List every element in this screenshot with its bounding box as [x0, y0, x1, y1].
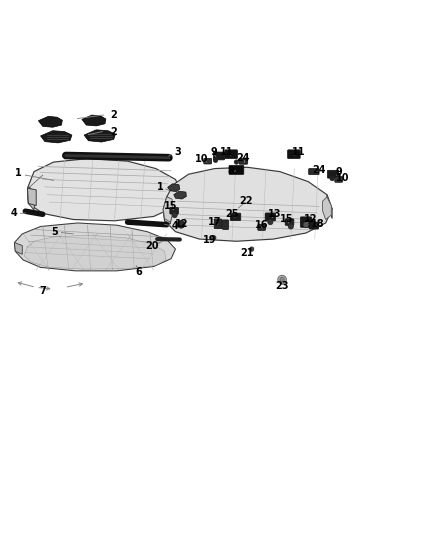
Circle shape: [288, 224, 293, 229]
Circle shape: [280, 277, 284, 282]
Circle shape: [172, 213, 177, 218]
Polygon shape: [14, 243, 22, 254]
Text: 1: 1: [15, 168, 22, 178]
Text: 10: 10: [195, 154, 208, 164]
Circle shape: [177, 220, 185, 228]
Polygon shape: [24, 235, 166, 269]
Text: 5: 5: [51, 227, 58, 237]
Text: 11: 11: [292, 147, 305, 157]
Circle shape: [212, 236, 216, 240]
FancyBboxPatch shape: [225, 150, 237, 158]
Text: 13: 13: [268, 209, 282, 219]
FancyBboxPatch shape: [239, 158, 248, 164]
FancyBboxPatch shape: [229, 165, 244, 174]
Text: 16: 16: [255, 220, 268, 230]
Text: 3: 3: [174, 147, 181, 157]
Circle shape: [250, 247, 254, 251]
Text: 15: 15: [164, 201, 178, 212]
Text: 24: 24: [237, 152, 250, 163]
Text: 24: 24: [312, 165, 326, 175]
Text: 19: 19: [203, 236, 216, 245]
Polygon shape: [174, 191, 186, 199]
Polygon shape: [327, 195, 332, 219]
Polygon shape: [39, 116, 62, 127]
FancyBboxPatch shape: [285, 219, 294, 225]
Polygon shape: [28, 187, 35, 210]
Text: 7: 7: [39, 286, 46, 296]
Text: 4: 4: [11, 208, 18, 218]
Circle shape: [330, 176, 334, 181]
Text: 2: 2: [110, 110, 117, 120]
Circle shape: [268, 220, 273, 225]
Text: 2: 2: [110, 126, 117, 136]
Text: 1: 1: [157, 182, 164, 192]
Circle shape: [234, 160, 239, 164]
Text: 18: 18: [311, 219, 325, 229]
Polygon shape: [28, 158, 182, 221]
Text: 17: 17: [208, 217, 221, 227]
Polygon shape: [163, 197, 173, 222]
FancyBboxPatch shape: [327, 171, 339, 178]
Text: 9: 9: [336, 167, 342, 176]
Text: 25: 25: [225, 209, 239, 219]
FancyBboxPatch shape: [309, 222, 319, 229]
Polygon shape: [82, 115, 106, 126]
Polygon shape: [168, 184, 180, 192]
Polygon shape: [84, 130, 116, 142]
Text: 12: 12: [304, 214, 317, 224]
FancyBboxPatch shape: [223, 220, 229, 230]
FancyBboxPatch shape: [288, 150, 300, 158]
FancyBboxPatch shape: [213, 152, 225, 160]
FancyBboxPatch shape: [170, 207, 179, 214]
Polygon shape: [322, 197, 331, 220]
FancyBboxPatch shape: [335, 176, 343, 182]
Text: 12: 12: [175, 219, 189, 229]
Polygon shape: [14, 223, 176, 271]
FancyBboxPatch shape: [309, 168, 319, 175]
Polygon shape: [163, 197, 173, 224]
Text: 21: 21: [240, 247, 254, 257]
FancyBboxPatch shape: [204, 158, 212, 164]
Text: 8: 8: [227, 166, 234, 176]
Text: 11: 11: [220, 147, 233, 157]
FancyBboxPatch shape: [214, 219, 222, 229]
FancyBboxPatch shape: [258, 224, 265, 230]
Text: 22: 22: [239, 196, 253, 206]
Polygon shape: [41, 131, 72, 143]
Polygon shape: [163, 167, 332, 241]
Text: 20: 20: [145, 240, 158, 251]
Text: 9: 9: [210, 148, 217, 157]
Text: 4: 4: [172, 221, 179, 231]
Polygon shape: [28, 188, 36, 206]
FancyBboxPatch shape: [265, 213, 276, 221]
Text: 10: 10: [336, 173, 350, 183]
Text: 15: 15: [280, 214, 293, 224]
FancyBboxPatch shape: [230, 213, 241, 221]
Text: 6: 6: [135, 267, 142, 277]
Circle shape: [213, 158, 218, 163]
Text: 23: 23: [276, 281, 289, 291]
Circle shape: [278, 275, 286, 284]
FancyBboxPatch shape: [300, 217, 312, 228]
Circle shape: [303, 222, 309, 228]
